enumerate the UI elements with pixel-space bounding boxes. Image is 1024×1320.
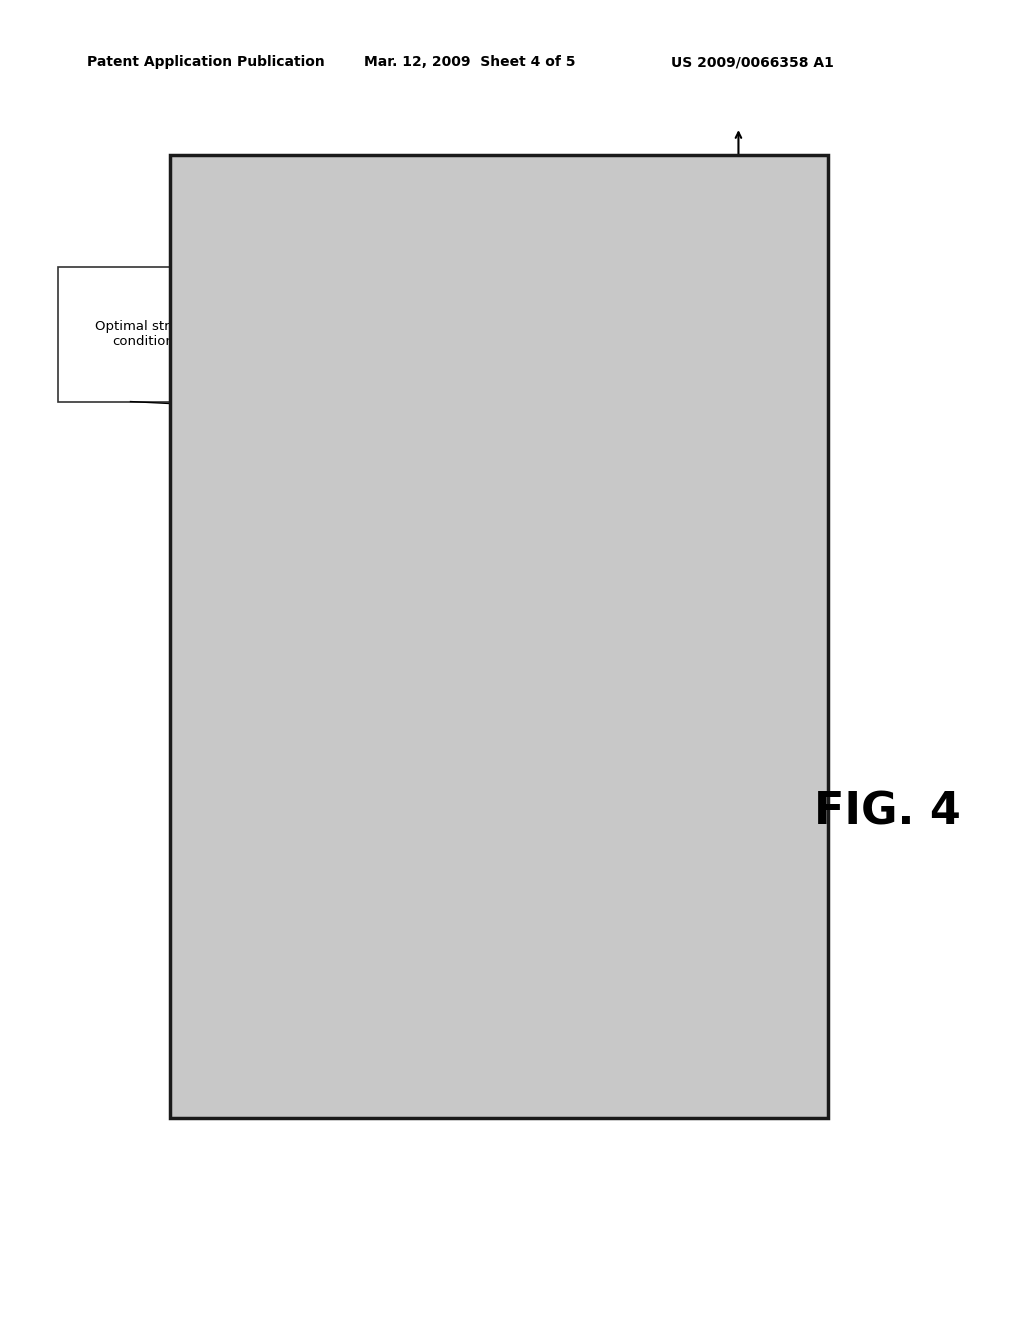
Text: FIG. 4: FIG. 4: [814, 791, 961, 833]
Bar: [317, 202, 444, 280]
Text: 1 mA @ 1
min: 1 mA @ 1 min: [440, 913, 498, 942]
Bar: [295, 185, 785, 884]
Text: Optimal stress
condition: Optimal stress condition: [95, 321, 191, 348]
Text: 0.1 mA: 0.1 mA: [313, 913, 355, 927]
Bar: [503, 583, 675, 723]
Text: 401: 401: [344, 696, 371, 710]
Text: Yield: Yield: [325, 948, 358, 961]
Bar: [58, 267, 229, 401]
Text: Patent Application Publication: Patent Application Publication: [87, 55, 325, 70]
Text: Stress condition: Stress condition: [755, 446, 768, 546]
Text: Mar. 12, 2009  Sheet 4 of 5: Mar. 12, 2009 Sheet 4 of 5: [364, 55, 575, 70]
Text: 10 mA @
1 min: 10 mA @ 1 min: [712, 913, 765, 942]
Text: US 2009/0066358 A1: US 2009/0066358 A1: [671, 55, 834, 70]
Text: 5 mA @ 1
min: 5 mA @ 1 min: [575, 913, 633, 942]
Text: 403: 403: [322, 388, 348, 403]
Text: Line with missing
metal issue: Line with missing metal issue: [531, 640, 647, 668]
Text: Healthy line: Healthy line: [341, 235, 421, 248]
